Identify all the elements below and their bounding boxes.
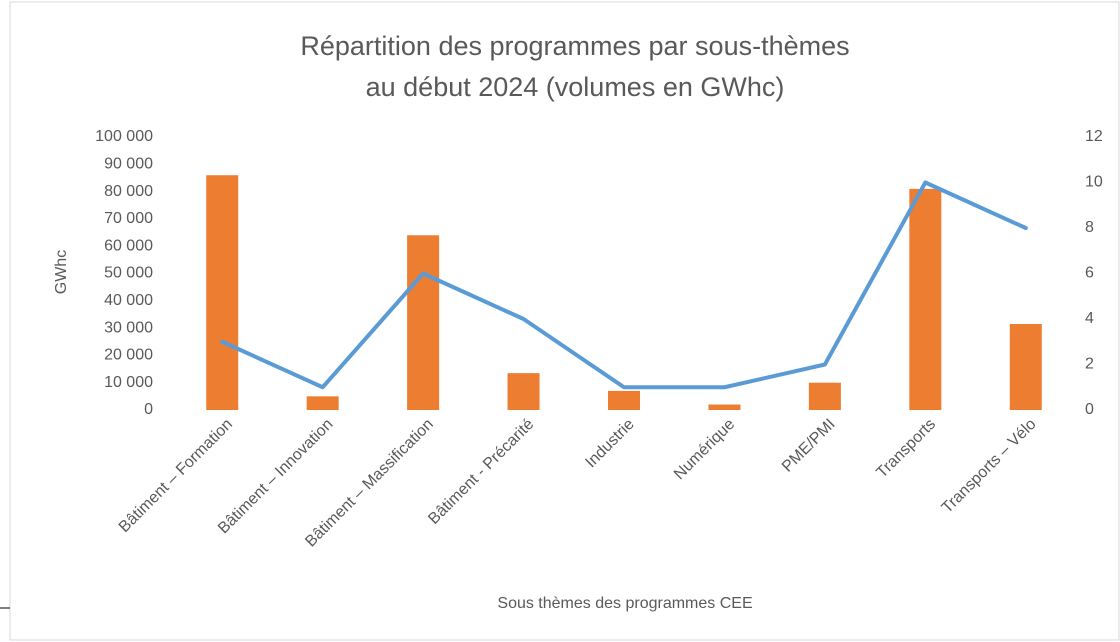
y-tick-label: 60 000 — [104, 237, 153, 254]
bar — [206, 175, 239, 410]
y-tick-label: 20 000 — [104, 347, 153, 364]
bar — [407, 235, 440, 410]
bar — [507, 373, 540, 410]
bar — [608, 390, 640, 410]
bar — [1009, 324, 1042, 410]
y2-tick-label: 2 — [1085, 356, 1094, 373]
chart-title: au début 2024 (volumes en GWhc) — [366, 72, 785, 102]
y-tick-label: 100 000 — [95, 128, 153, 145]
chart-title: Répartition des programmes par sous-thèm… — [300, 31, 849, 61]
y2-tick-label: 6 — [1085, 265, 1094, 282]
y2-tick-label: 8 — [1085, 219, 1094, 236]
bar — [808, 382, 841, 410]
y2-tick-label: 0 — [1085, 401, 1094, 418]
y-axis-label: GWhc — [53, 250, 70, 294]
y-tick-label: 0 — [144, 401, 153, 418]
y-tick-label: 40 000 — [104, 292, 153, 309]
y2-tick-label: 12 — [1085, 128, 1103, 145]
y2-tick-label: 4 — [1085, 310, 1094, 327]
x-axis-label: Sous thèmes des programmes CEE — [497, 595, 752, 612]
bar — [909, 188, 942, 410]
y-tick-label: 90 000 — [104, 156, 153, 173]
line — [220, 180, 1028, 390]
y-tick-label: 80 000 — [104, 183, 153, 200]
bar — [306, 396, 339, 410]
y-tick-label: 10 000 — [104, 374, 153, 391]
y2-tick-label: 10 — [1085, 174, 1103, 191]
bar — [708, 404, 741, 410]
y-tick-label: 70 000 — [104, 210, 153, 227]
y-tick-label: 50 000 — [104, 265, 153, 282]
y-tick-label: 30 000 — [104, 319, 153, 336]
